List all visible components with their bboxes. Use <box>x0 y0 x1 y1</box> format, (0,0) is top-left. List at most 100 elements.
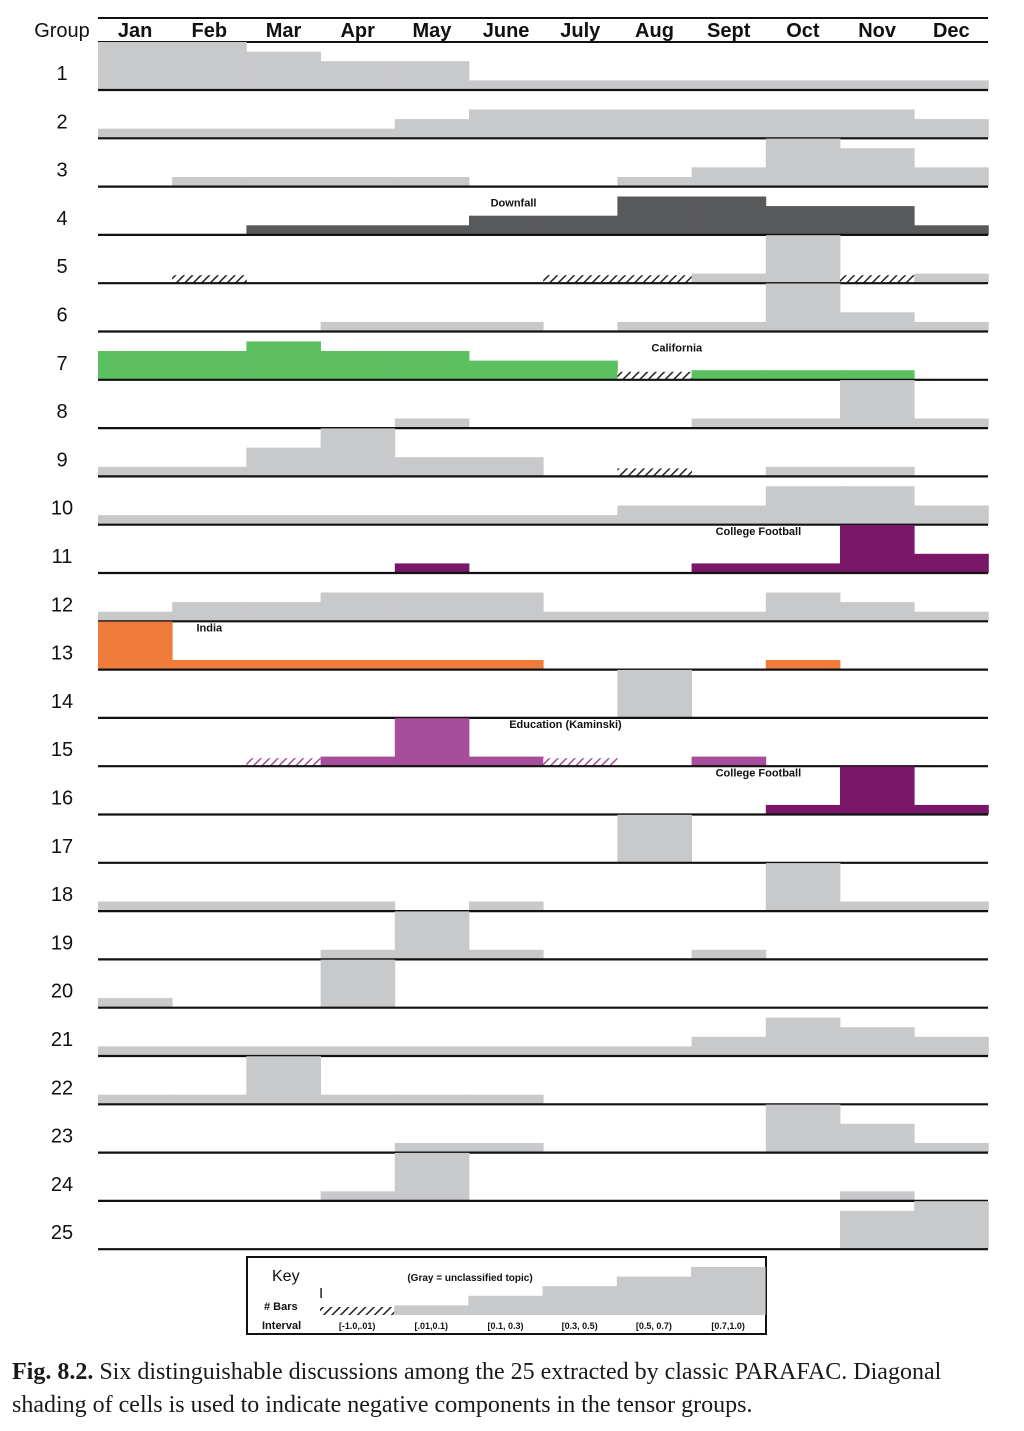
key-bars-label: # Bars <box>264 1301 298 1313</box>
group-label-24: 24 <box>51 1174 73 1196</box>
group-label-21: 21 <box>51 1029 73 1051</box>
group-row-19: 19 <box>51 911 988 961</box>
group-row-11: 11 College Football <box>52 525 989 575</box>
negative-bar-g5-feb <box>172 275 247 284</box>
month-header-dec: Dec <box>933 20 970 42</box>
group-label-25: 25 <box>51 1222 73 1244</box>
bar-g9-feb <box>172 466 247 477</box>
bar-g7-may <box>394 351 470 380</box>
month-header-oct: Oct <box>786 20 820 42</box>
group-label-17: 17 <box>51 836 73 858</box>
bar-g18-nov <box>840 901 915 912</box>
bar-g13-june <box>469 660 544 670</box>
bar-g1-aug <box>617 80 692 90</box>
group-row-2: 2 <box>56 109 989 140</box>
bar-g21-jan <box>98 1046 173 1056</box>
bar-g7-nov <box>840 370 915 380</box>
bar-g4-oct <box>765 206 841 235</box>
bar-g10-nov <box>840 486 915 525</box>
group-label-13: 13 <box>51 643 73 665</box>
group-label-20: 20 <box>51 981 73 1003</box>
bar-g8-may <box>394 418 470 429</box>
group-row-13: 13 India <box>51 621 988 671</box>
bar-g6-sept <box>691 321 767 332</box>
group-row-15: 15 Education (Kaminski) <box>51 718 988 768</box>
bar-g2-oct <box>765 109 841 139</box>
bar-g6-apr <box>320 321 396 332</box>
bar-g12-may <box>394 592 470 622</box>
bar-g7-july <box>543 360 618 380</box>
bar-g4-mar <box>246 225 321 235</box>
bar-g6-june <box>469 321 544 332</box>
bar-g3-apr <box>320 177 396 187</box>
month-header-may: May <box>412 20 452 42</box>
group-label-11: 11 <box>52 546 73 568</box>
bar-g2-jan <box>98 128 173 139</box>
bar-g3-aug <box>617 177 692 187</box>
bar-g10-may <box>394 515 470 525</box>
bar-g1-july <box>543 80 618 90</box>
bar-g1-nov <box>840 80 915 90</box>
bar-g24-apr <box>320 1191 396 1201</box>
bar-g1-oct <box>765 80 841 90</box>
group-label-7: 7 <box>56 353 67 375</box>
group-label-6: 6 <box>56 305 67 327</box>
group-label-19: 19 <box>51 932 73 954</box>
group-row-8: 8 <box>56 380 989 430</box>
bar-g19-june <box>469 949 544 960</box>
negative-bar-g5-july <box>543 275 618 284</box>
bar-g11-nov <box>840 525 915 573</box>
group-label-18: 18 <box>51 884 73 906</box>
bar-g23-nov <box>840 1123 915 1153</box>
bar-g18-june <box>469 901 544 912</box>
bar-g2-apr <box>320 128 396 139</box>
bar-g9-oct <box>765 466 841 477</box>
bar-g8-sept <box>691 418 767 429</box>
bar-g21-apr <box>320 1046 396 1056</box>
bar-g9-jan <box>98 466 173 477</box>
bar-g21-dec <box>914 1036 989 1056</box>
bar-g12-nov <box>840 602 915 622</box>
bar-g9-apr <box>320 428 396 477</box>
bar-g12-feb <box>172 602 247 622</box>
key-title: Key <box>272 1268 300 1285</box>
bar-g22-feb <box>172 1094 247 1105</box>
bar-g15-may <box>394 718 470 767</box>
bar-g23-oct <box>765 1104 841 1153</box>
key-interval-1: [.01,0.1) <box>415 1321 449 1331</box>
bar-g22-mar <box>246 1056 321 1105</box>
group-label-23: 23 <box>51 1126 73 1148</box>
bar-g5-dec <box>914 273 989 284</box>
key-interval-3: [0.3, 0.5) <box>562 1321 598 1331</box>
bar-g23-may <box>394 1143 470 1153</box>
bar-g1-apr <box>320 61 396 90</box>
bar-g4-july <box>543 215 618 235</box>
bar-g22-june <box>469 1094 544 1105</box>
bar-g18-mar <box>246 901 321 912</box>
bar-g11-oct <box>765 563 841 573</box>
key-interval-0: [-1.0,.01) <box>339 1321 376 1331</box>
bar-g22-may <box>394 1094 470 1105</box>
month-header-mar: Mar <box>266 20 302 42</box>
bar-g8-dec <box>914 418 989 429</box>
bar-g21-aug <box>617 1046 692 1056</box>
bar-g19-sept <box>691 949 767 960</box>
topic-label-g16: College Football <box>716 768 802 780</box>
bar-g9-mar <box>246 447 321 477</box>
key-swatch-level-1 <box>394 1305 469 1315</box>
key-intervals: [-1.0,.01) [.01,0.1) [0.1, 0.3) [0.3, 0.5) [… <box>339 1321 745 1331</box>
key-bar-count-marker: I <box>319 1285 323 1302</box>
bar-g15-apr <box>320 756 396 767</box>
group-column-header: Group <box>34 20 90 42</box>
group-row-10: 10 <box>51 486 989 526</box>
bar-g12-sept <box>691 611 767 622</box>
bar-g13-jan <box>98 621 173 670</box>
bar-g21-may <box>394 1046 470 1056</box>
bar-g5-oct <box>765 235 841 284</box>
caption-text: Six distinguishable discussions among th… <box>12 1359 942 1418</box>
month-header-june: June <box>483 20 530 42</box>
bar-g10-jan <box>98 515 173 525</box>
bar-g4-dec <box>914 225 989 235</box>
group-row-6: 6 <box>56 283 989 333</box>
